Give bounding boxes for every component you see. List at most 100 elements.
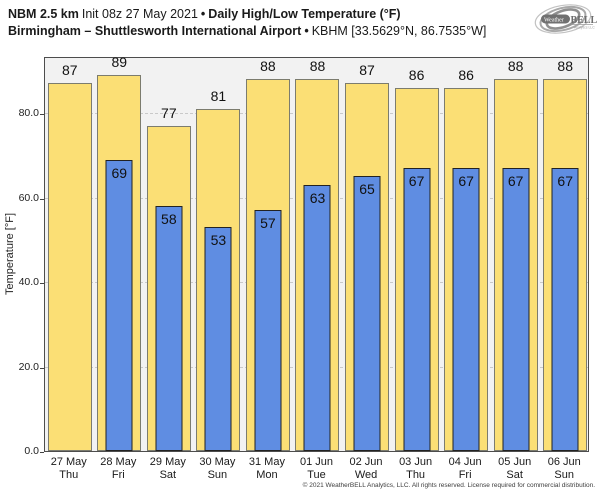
low-bar xyxy=(353,176,381,451)
high-value-label: 88 xyxy=(507,58,524,75)
high-value-label: 77 xyxy=(161,104,177,121)
x-axis-date: 29 May xyxy=(149,456,186,468)
low-bar xyxy=(254,210,282,451)
y-tick-label: 60.0 xyxy=(18,191,39,204)
y-tick-label: 40.0 xyxy=(18,276,39,289)
low-value-label: 53 xyxy=(210,232,227,249)
x-axis-day: Fri xyxy=(458,469,472,481)
x-axis-day: Sat xyxy=(159,469,177,481)
x-axis-date: 01 Jun xyxy=(299,456,333,468)
chart-header: NBM 2.5 km Init 08z 27 May 2021 • Daily Hig… xyxy=(8,6,489,40)
bar-slot: 88 63 xyxy=(293,58,343,451)
high-value-label: 87 xyxy=(61,62,78,79)
x-axis-label: 06 Jun Sun xyxy=(539,456,589,482)
x-axis-day: Tue xyxy=(307,469,326,481)
x-axis-label: 04 Jun Fri xyxy=(440,456,490,482)
x-axis-day: Mon xyxy=(256,469,278,481)
low-value-label: 65 xyxy=(359,181,375,198)
x-axis-label: 05 Jun Sat xyxy=(490,456,540,482)
low-bar xyxy=(403,167,431,451)
location-name: Birmingham – Shuttlesworth International… xyxy=(8,24,302,38)
x-axis-label: 30 May Sun xyxy=(193,456,243,482)
x-axis-day: Thu xyxy=(59,469,79,481)
logo-weather-text: Weather xyxy=(544,17,564,23)
bar-slot: 88 67 xyxy=(491,58,541,451)
x-axis-day: Sat xyxy=(506,469,523,481)
weatherbell-logo: Weather BELL Analytics LLC xyxy=(527,2,598,42)
x-axis-date: 06 Jun xyxy=(547,456,581,468)
y-tick-mark xyxy=(40,367,44,369)
bar-slot: 89 69 xyxy=(95,54,145,451)
x-axis-label: 31 May Mon xyxy=(242,456,292,482)
high-value-label: 87 xyxy=(359,62,375,79)
x-axis-label: 03 Jun Thu xyxy=(391,456,441,482)
chart-title-line: NBM 2.5 km Init 08z 27 May 2021 • Daily Hig… xyxy=(8,6,489,23)
x-axis-date: 28 May xyxy=(100,456,137,468)
bar-slot: 87 65 xyxy=(342,58,392,451)
x-axis-day: Sun xyxy=(554,469,574,481)
high-value-label: 89 xyxy=(111,54,128,71)
y-tick-mark xyxy=(40,198,44,200)
chart-subtitle-line: Birmingham – Shuttlesworth International… xyxy=(8,23,489,40)
logo-bell-text: BELL xyxy=(571,15,598,26)
low-value-label: 63 xyxy=(309,189,326,206)
high-value-label: 86 xyxy=(458,66,474,83)
y-tick-label: 20.0 xyxy=(18,360,39,373)
low-bar xyxy=(155,205,183,451)
low-value-label: 58 xyxy=(161,210,177,227)
plot-area: 87 89 69 77 58 81 53 88 57 88 63 87 65 86 67 86 67 88 67 88… xyxy=(44,54,590,452)
x-axis-label: 28 May Fri xyxy=(94,456,144,482)
x-axis-day: Sun xyxy=(207,469,228,481)
x-axis-date: 03 Jun xyxy=(399,456,433,468)
bar-slot: 88 57 xyxy=(243,58,293,451)
x-axis-label: 27 May Thu xyxy=(44,456,94,482)
bar-slot: 87 xyxy=(45,58,95,451)
x-axis-date: 30 May xyxy=(199,456,236,468)
low-value-label: 67 xyxy=(507,172,524,189)
station-info: KBHM [33.5629°N, 86.7535°W] xyxy=(311,24,487,38)
low-value-label: 67 xyxy=(408,172,425,189)
subtitle-separator: • xyxy=(304,24,309,38)
low-value-label: 67 xyxy=(458,172,474,189)
high-value-label: 88 xyxy=(260,58,276,75)
high-value-label: 86 xyxy=(408,66,425,83)
bar-slot: 81 53 xyxy=(194,58,244,451)
y-tick-mark xyxy=(40,283,44,285)
bar-slot: 86 67 xyxy=(441,58,491,451)
init-time: Init 08z 27 May 2021 xyxy=(81,7,198,21)
x-axis-label: 29 May Sat xyxy=(143,456,193,482)
x-axis-day: Thu xyxy=(406,469,426,481)
high-value-label: 88 xyxy=(557,58,573,75)
x-axis-date: 05 Jun xyxy=(498,456,532,468)
bar-slot: 86 67 xyxy=(392,58,442,451)
low-value-label: 69 xyxy=(111,164,128,181)
bar-slot: 88 67 xyxy=(540,58,590,451)
y-tick-label: 0.0 xyxy=(24,445,39,457)
low-bar xyxy=(452,167,480,451)
low-bar xyxy=(303,184,331,451)
low-value-label: 67 xyxy=(557,172,573,189)
copyright-text: © 2021 WeatherBELL Analytics, LLC. All r… xyxy=(302,482,595,489)
x-axis-date: 27 May xyxy=(50,456,87,468)
y-tick-label: 80.0 xyxy=(18,107,39,120)
product-name: Daily High/Low Temperature (°F) xyxy=(208,7,401,21)
y-tick-mark xyxy=(40,452,44,453)
high-value-label: 88 xyxy=(309,58,326,75)
x-axis-label: 01 Jun Tue xyxy=(292,456,342,482)
model-name: NBM 2.5 km xyxy=(8,7,79,21)
low-value-label: 57 xyxy=(260,215,276,232)
low-bar xyxy=(502,167,530,451)
title-separator: • xyxy=(200,7,206,21)
high-value-label: 81 xyxy=(210,87,227,104)
low-bar xyxy=(204,227,232,451)
x-axis-day: Fri xyxy=(111,469,125,481)
x-axis-date: 31 May xyxy=(248,456,285,468)
x-axis-label: 02 Jun Wed xyxy=(341,456,391,482)
bar-slot: 77 58 xyxy=(144,58,194,451)
x-axis-date: 02 Jun xyxy=(349,456,383,468)
y-tick-mark xyxy=(40,114,44,116)
logo-tagline-text: Analytics LLC xyxy=(574,26,595,30)
high-bar xyxy=(47,83,92,451)
